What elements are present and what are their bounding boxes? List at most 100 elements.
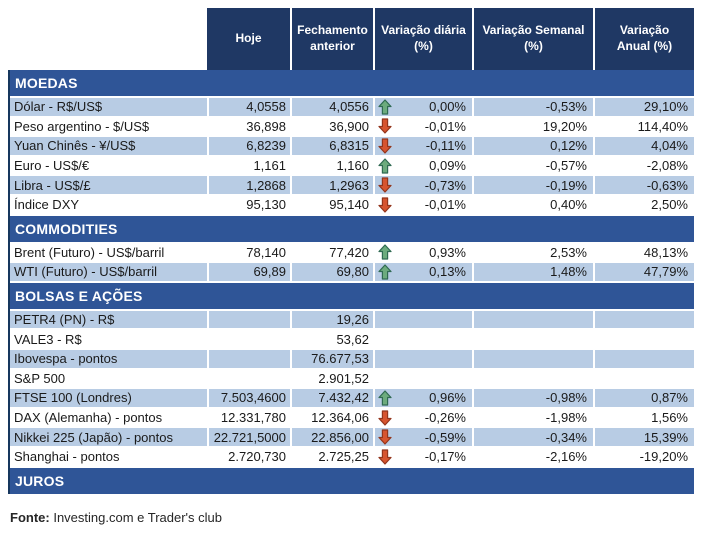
row-label: Yuan Chinês - ¥/US$ <box>14 138 136 154</box>
arrow-up-icon <box>378 390 392 406</box>
source-note: Fonte: Investing.com e Trader's club <box>8 510 694 525</box>
cell-variacao-anual: 48,13% <box>593 243 694 262</box>
cell-variacao-diaria: 0,00% <box>373 98 472 116</box>
row-label: Índice DXY <box>14 197 80 213</box>
cell-variacao-semanal <box>472 369 593 388</box>
variacao-diaria-value: -0,59% <box>424 429 466 445</box>
row-label: S&P 500 <box>14 370 66 386</box>
column-header: Variação diária (%) <box>373 8 472 70</box>
arrow-down-icon <box>378 138 392 154</box>
cell-variacao-anual: -19,20% <box>593 447 694 466</box>
cell-fechamento-anterior: 36,900 <box>290 117 373 136</box>
cell-hoje <box>207 310 290 329</box>
cell-variacao-diaria: 0,96% <box>373 389 472 407</box>
cell-fechamento-anterior: 19,26 <box>290 310 373 329</box>
section-header: COMMODITIES <box>10 215 694 242</box>
variacao-diaria-value: -0,01% <box>424 197 466 213</box>
table-body: MOEDAS Dólar - R$/US$ 4,0558 4,0556 0,00% -0,… <box>8 70 694 494</box>
cell-variacao-semanal: -0,34% <box>472 428 593 446</box>
cell-variacao-diaria: -0,59% <box>373 428 472 446</box>
cell-variacao-anual <box>593 349 694 368</box>
cell-fechamento-anterior: 2.901,52 <box>290 369 373 388</box>
cell-fechamento-anterior: 2.725,25 <box>290 447 373 466</box>
cell-hoje: 1,161 <box>207 156 290 175</box>
arrow-up-icon <box>378 244 392 260</box>
cell-variacao-anual: 1,56% <box>593 408 694 427</box>
row-label: Euro - US$/€ <box>14 158 90 174</box>
cell-variacao-anual: -0,63% <box>593 176 694 194</box>
cell-variacao-diaria: -0,17% <box>373 447 472 466</box>
row-label: Libra - US$/£ <box>14 177 91 193</box>
table-row: Euro - US$/€ 1,161 1,160 0,09% -0,57% -2,08% <box>10 156 694 177</box>
cell-variacao-diaria: 0,13% <box>373 263 472 281</box>
cell-hoje <box>207 369 290 388</box>
table-row: Dólar - R$/US$ 4,0558 4,0556 0,00% -0,53% 29,… <box>10 98 694 118</box>
cell-fechamento-anterior: 7.432,42 <box>290 389 373 407</box>
cell-variacao-diaria <box>373 349 472 368</box>
cell-hoje: 12.331,780 <box>207 408 290 427</box>
cell-hoje: 1,2868 <box>207 176 290 194</box>
cell-fechamento-anterior: 69,80 <box>290 263 373 281</box>
cell-variacao-semanal: 19,20% <box>472 117 593 136</box>
cell-fechamento-anterior: 77,420 <box>290 243 373 262</box>
variacao-diaria-value: 0,13% <box>429 264 466 280</box>
cell-variacao-diaria: -0,01% <box>373 195 472 214</box>
cell-variacao-anual: 4,04% <box>593 137 694 155</box>
cell-hoje: 22.721,5000 <box>207 428 290 446</box>
cell-variacao-semanal: 0,40% <box>472 195 593 214</box>
table-row: Nikkei 225 (Japão) - pontos 22.721,5000 22… <box>10 428 694 448</box>
cell-variacao-diaria <box>373 369 472 388</box>
cell-hoje: 6,8239 <box>207 137 290 155</box>
cell-variacao-semanal: -0,19% <box>472 176 593 194</box>
table-row: DAX (Alemanha) - pontos 12.331,780 12.364,… <box>10 408 694 429</box>
cell-hoje: 78,140 <box>207 243 290 262</box>
table-row: WTI (Futuro) - US$/barril 69,89 69,80 0,13%… <box>10 263 694 283</box>
variacao-diaria-value: -0,73% <box>424 177 466 193</box>
cell-variacao-diaria: -0,73% <box>373 176 472 194</box>
section-header: JUROS <box>10 467 694 494</box>
variacao-diaria-value: -0,26% <box>424 410 466 426</box>
row-label: Nikkei 225 (Japão) - pontos <box>14 429 173 445</box>
table-row: Libra - US$/£ 1,2868 1,2963 -0,73% -0,19% -0,… <box>10 176 694 196</box>
variacao-diaria-value: -0,17% <box>424 449 466 465</box>
arrow-up-icon <box>378 264 392 280</box>
cell-variacao-semanal <box>472 310 593 329</box>
cell-variacao-semanal: -0,57% <box>472 156 593 175</box>
cell-variacao-diaria: 0,09% <box>373 156 472 175</box>
arrow-up-icon <box>378 99 392 115</box>
cell-hoje: 2.720,730 <box>207 447 290 466</box>
table-row: Yuan Chinês - ¥/US$ 6,8239 6,8315 -0,11% 0,1… <box>10 137 694 157</box>
cell-variacao-semanal: -1,98% <box>472 408 593 427</box>
table-row: Índice DXY 95,130 95,140 -0,01% 0,40% 2,50% <box>10 195 694 216</box>
cell-variacao-anual: 2,50% <box>593 195 694 214</box>
row-label: Brent (Futuro) - US$/barril <box>14 244 165 260</box>
cell-variacao-anual <box>593 369 694 388</box>
cell-fechamento-anterior: 6,8315 <box>290 137 373 155</box>
cell-variacao-anual: 15,39% <box>593 428 694 446</box>
cell-variacao-diaria <box>373 310 472 329</box>
table-row: PETR4 (PN) - R$ 19,26 <box>10 310 694 331</box>
cell-variacao-anual: 29,10% <box>593 98 694 116</box>
row-label: PETR4 (PN) - R$ <box>14 312 115 328</box>
table-row: Ibovespa - pontos 76.677,53 <box>10 349 694 370</box>
cell-fechamento-anterior: 95,140 <box>290 195 373 214</box>
cell-variacao-diaria <box>373 330 472 348</box>
cell-fechamento-anterior: 22.856,00 <box>290 428 373 446</box>
arrow-down-icon <box>378 429 392 445</box>
source-label: Fonte: <box>10 509 50 525</box>
row-label: DAX (Alemanha) - pontos <box>14 410 163 426</box>
variacao-diaria-value: 0,09% <box>429 158 466 174</box>
table-row: Peso argentino - $/US$ 36,898 36,900 -0,01%… <box>10 117 694 138</box>
cell-variacao-anual <box>593 310 694 329</box>
cell-variacao-semanal: 1,48% <box>472 263 593 281</box>
cell-variacao-anual: 0,87% <box>593 389 694 407</box>
cell-variacao-anual: 47,79% <box>593 263 694 281</box>
cell-variacao-diaria: -0,26% <box>373 408 472 427</box>
row-label: FTSE 100 (Londres) <box>14 390 132 406</box>
cell-variacao-semanal: -0,98% <box>472 389 593 407</box>
arrow-up-icon <box>378 157 392 174</box>
row-label: VALE3 - R$ <box>14 331 82 347</box>
cell-variacao-diaria: -0,11% <box>373 137 472 155</box>
variacao-diaria-value: -0,01% <box>424 118 466 134</box>
table-row: Shanghai - pontos 2.720,730 2.725,25 -0,17%… <box>10 447 694 468</box>
